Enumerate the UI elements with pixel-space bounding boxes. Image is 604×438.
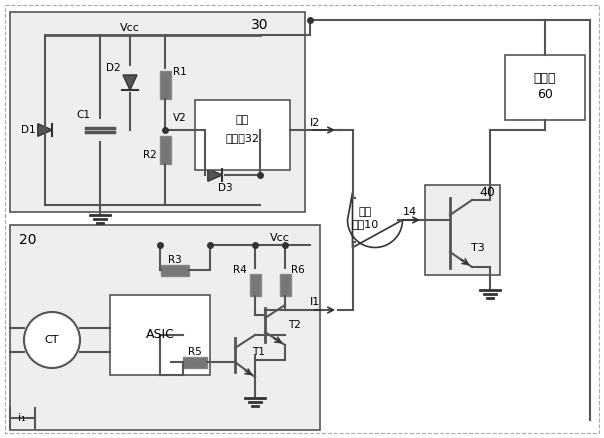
Text: 电压: 电压 xyxy=(236,115,249,125)
Text: i₁: i₁ xyxy=(18,413,26,423)
Text: 40: 40 xyxy=(479,187,495,199)
Text: I2: I2 xyxy=(310,118,320,128)
Circle shape xyxy=(24,312,80,368)
Bar xyxy=(159,136,170,164)
Text: C1: C1 xyxy=(76,110,90,120)
Text: T1: T1 xyxy=(251,347,265,357)
Text: D1: D1 xyxy=(21,125,35,135)
Text: V2: V2 xyxy=(173,113,187,123)
Text: 20: 20 xyxy=(19,233,37,247)
Text: R4: R4 xyxy=(233,265,247,275)
Text: D3: D3 xyxy=(217,183,233,193)
Polygon shape xyxy=(123,75,137,90)
Text: CT: CT xyxy=(45,335,59,345)
Text: 60: 60 xyxy=(537,88,553,102)
Text: T2: T2 xyxy=(289,320,301,330)
Text: Vcc: Vcc xyxy=(120,23,140,33)
Bar xyxy=(505,55,585,120)
Text: R5: R5 xyxy=(188,347,202,357)
Bar xyxy=(195,100,290,170)
Text: T3: T3 xyxy=(471,243,485,253)
Bar xyxy=(10,225,320,430)
Text: 14: 14 xyxy=(403,207,417,217)
Bar xyxy=(161,265,189,276)
Bar xyxy=(10,12,305,212)
Bar xyxy=(159,71,170,99)
Text: I1: I1 xyxy=(310,297,320,307)
Text: D2: D2 xyxy=(106,63,120,73)
Text: 检测器32: 检测器32 xyxy=(225,133,259,143)
Bar xyxy=(249,274,260,296)
Text: 继电器: 继电器 xyxy=(534,71,556,85)
Text: 逻辑
单元10: 逻辑 单元10 xyxy=(352,207,379,229)
Text: 30: 30 xyxy=(251,18,269,32)
Bar xyxy=(183,357,207,367)
Text: ASIC: ASIC xyxy=(146,328,175,342)
Polygon shape xyxy=(208,169,222,181)
Text: R1: R1 xyxy=(173,67,187,77)
Text: R2: R2 xyxy=(143,150,157,160)
Text: R3: R3 xyxy=(168,255,182,265)
Bar xyxy=(280,274,291,296)
Bar xyxy=(425,185,500,275)
Polygon shape xyxy=(347,192,402,247)
Text: R6: R6 xyxy=(291,265,305,275)
Bar xyxy=(110,295,210,375)
Text: Vcc: Vcc xyxy=(270,233,290,243)
Polygon shape xyxy=(38,124,52,136)
